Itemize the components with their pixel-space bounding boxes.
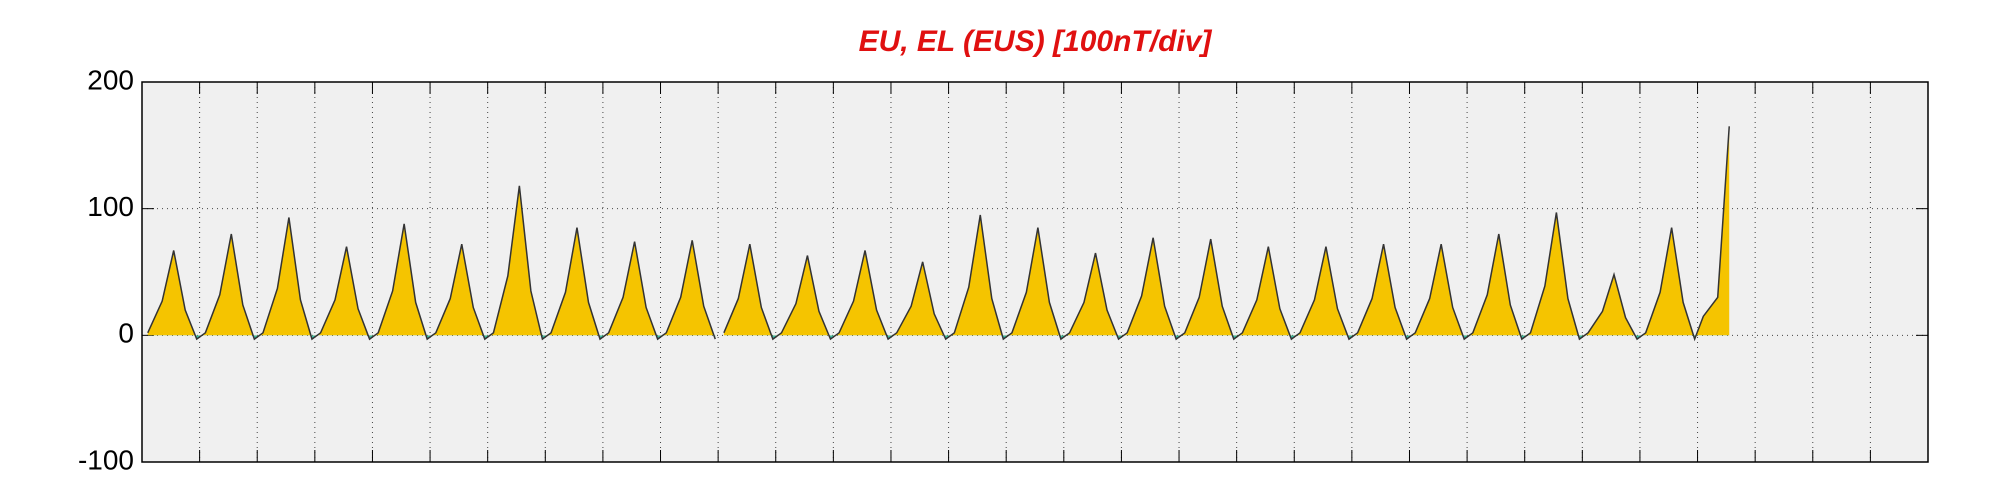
y-tick-label: 100	[87, 191, 134, 222]
chart-title: EU, EL (EUS) [100nT/div]	[859, 25, 1213, 58]
y-tick-label: 200	[87, 64, 134, 95]
y-tick-label: 0	[118, 318, 134, 349]
negative-area	[195, 335, 1697, 340]
plot-frame	[141, 81, 1929, 463]
y-tick-label: -100	[78, 444, 134, 475]
data-line	[147, 126, 1730, 342]
positive-area	[147, 126, 1730, 336]
